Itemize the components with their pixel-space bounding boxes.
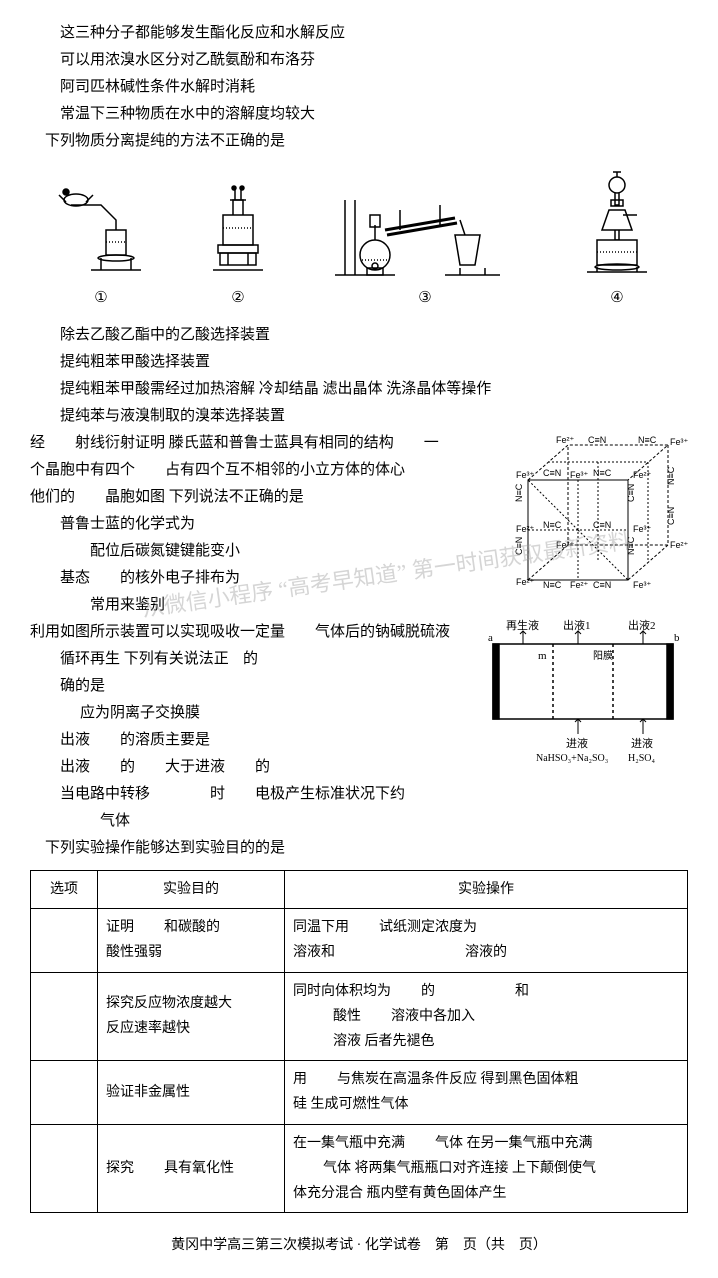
svg-text:Fe²⁺: Fe²⁺	[570, 580, 589, 590]
svg-text:N≡C: N≡C	[666, 466, 676, 485]
intro-line: 这三种分子都能够发生酯化反应和水解反应	[30, 20, 688, 47]
option-line: 提纯苯与液溴制取的溴苯选择装置	[30, 403, 688, 430]
table-row: 探究具有氧化性 在一集气瓶中充满气体 在另一集气瓶中充满 气体 将两集气瓶瓶口对…	[31, 1124, 688, 1213]
th-option: 选项	[31, 871, 98, 909]
svg-text:Fe²⁺: Fe²⁺	[516, 524, 535, 534]
experiment-table: 选项 实验目的 实验操作 证明和碳酸的 酸性强弱 同温下用试纸测定浓度为 溶液和…	[30, 870, 688, 1213]
svg-text:NaHSO₃+Na₂SO₃: NaHSO₃+Na₂SO₃	[536, 753, 608, 764]
svg-text:C≡N: C≡N	[593, 520, 611, 530]
svg-text:Fe³⁺: Fe³⁺	[633, 524, 652, 534]
table-row: 证明和碳酸的 酸性强弱 同温下用试纸测定浓度为 溶液和溶液的	[31, 909, 688, 972]
option-line: 除去乙酸乙酯中的乙酸选择装置	[30, 322, 688, 349]
label-3: ③	[325, 285, 525, 312]
svg-text:C≡N: C≡N	[514, 537, 524, 555]
option-line: 气体	[30, 808, 688, 835]
svg-text:Fe²⁺: Fe²⁺	[633, 470, 652, 480]
option-line: 当电路中转移时电极产生标准状况下约	[30, 781, 688, 808]
svg-text:出液1: 出液1	[563, 619, 591, 632]
intro-line: 可以用浓溴水区分对乙酰氨酚和布洛芬	[30, 47, 688, 74]
svg-text:进液: 进液	[566, 736, 588, 750]
question-stem: 下列实验操作能够达到实验目的的是	[30, 835, 688, 862]
th-operation: 实验操作	[285, 871, 688, 909]
table-row: 探究反应物浓度越大反应速率越快 同时向体积均为的和 酸性溶液中各加入 溶液 后者…	[31, 972, 688, 1061]
apparatus-row	[30, 170, 688, 280]
apparatus-1	[51, 180, 151, 280]
svg-text:C≡N: C≡N	[666, 507, 676, 525]
table-row: 验证非金属性 用与焦炭在高温条件反应 得到黑色固体粗 硅 生成可燃性气体	[31, 1061, 688, 1124]
th-purpose: 实验目的	[98, 871, 285, 909]
apparatus-4	[567, 170, 667, 280]
label-1: ①	[51, 285, 151, 312]
svg-text:a: a	[488, 632, 493, 644]
svg-text:Fe³⁺: Fe³⁺	[516, 470, 535, 480]
intro-line: 常温下三种物质在水中的溶解度均较大	[30, 101, 688, 128]
svg-text:b: b	[674, 632, 680, 644]
svg-text:N≡C: N≡C	[543, 580, 562, 590]
svg-text:N≡C: N≡C	[514, 483, 524, 502]
svg-text:进液: 进液	[631, 736, 653, 750]
question-stem: 下列物质分离提纯的方法不正确的是	[30, 128, 688, 155]
svg-text:N≡C: N≡C	[593, 468, 612, 478]
apparatus-2	[193, 180, 283, 280]
apparatus-3	[325, 180, 525, 280]
svg-text:Fe³⁺: Fe³⁺	[670, 437, 688, 447]
svg-text:C≡N: C≡N	[588, 435, 606, 445]
svg-text:Fe³⁺: Fe³⁺	[570, 470, 589, 480]
svg-text:再生液: 再生液	[506, 619, 539, 632]
electrolysis-diagram: ab 再生液 出液1 出液2 m 阳膜 进液 NaHSO₃+Na₂SO₃ 进液 …	[478, 619, 688, 769]
page-footer: 黄冈中学高三第三次模拟考试 · 化学试卷 第 页（共 页）	[30, 1233, 688, 1258]
svg-text:C≡N: C≡N	[543, 468, 561, 478]
svg-text:Fe²⁺: Fe²⁺	[556, 435, 575, 445]
svg-text:Fe³⁺: Fe³⁺	[633, 580, 652, 590]
label-4: ④	[567, 285, 667, 312]
option-line: 提纯粗苯甲酸需经过加热溶解 冷却结晶 滤出晶体 洗涤晶体等操作	[30, 376, 688, 403]
diagram-labels: ① ② ③ ④	[30, 285, 688, 312]
svg-text:m: m	[538, 650, 547, 662]
svg-text:Fe³⁺: Fe³⁺	[556, 540, 575, 550]
svg-text:C≡N: C≡N	[626, 484, 636, 502]
cube-diagram: Fe³⁺ Fe²⁺ Fe²⁺ Fe³⁺ Fe²⁺ Fe³⁺ Fe²⁺ Fe³⁺ C≡N N…	[498, 430, 688, 610]
svg-text:阳膜: 阳膜	[593, 650, 613, 662]
svg-text:Fe²⁺: Fe²⁺	[670, 540, 688, 550]
intro-line: 阿司匹林碱性条件水解时消耗	[30, 74, 688, 101]
option-line: 提纯粗苯甲酸选择装置	[30, 349, 688, 376]
label-2: ②	[193, 285, 283, 312]
svg-text:H₂SO₄: H₂SO₄	[628, 753, 655, 764]
svg-text:Fe²⁺: Fe²⁺	[516, 577, 535, 587]
svg-text:N≡C: N≡C	[543, 520, 562, 530]
svg-text:C≡N: C≡N	[593, 580, 611, 590]
svg-text:出液2: 出液2	[628, 619, 656, 632]
svg-text:N≡C: N≡C	[626, 536, 636, 555]
svg-text:N≡C: N≡C	[638, 435, 657, 445]
